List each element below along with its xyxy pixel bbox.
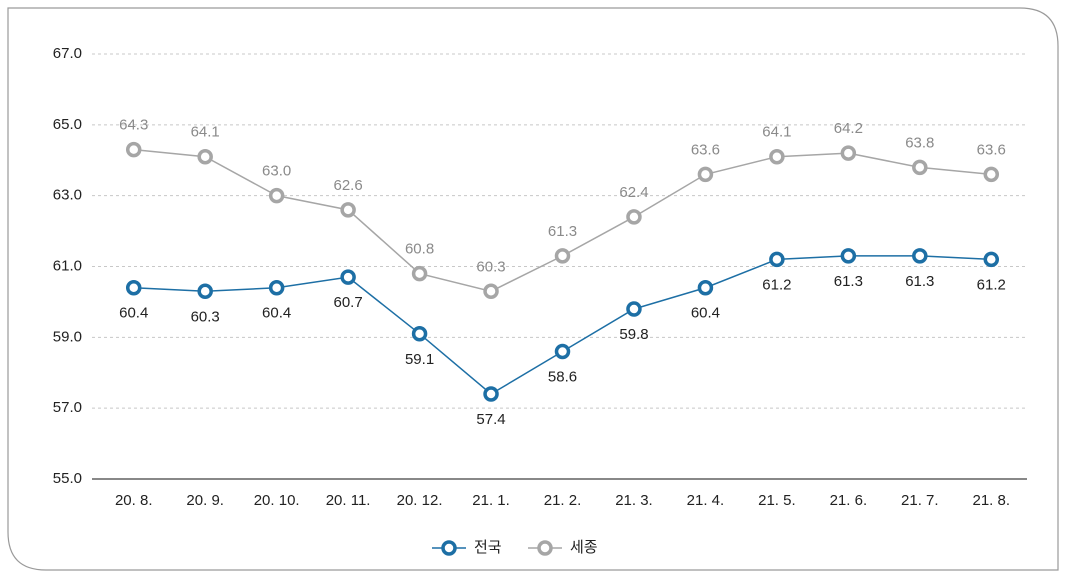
point [626, 209, 642, 225]
data-label: 60.4 [262, 305, 291, 322]
point [626, 301, 642, 317]
x-tick-label: 21. 1. [472, 492, 510, 509]
point [125, 280, 142, 296]
point [697, 166, 714, 183]
x-tick-label: 21. 3. [615, 492, 653, 509]
data-label: 59.1 [405, 351, 434, 368]
data-label: 64.1 [191, 124, 220, 141]
legend-marker [537, 540, 553, 556]
x-tick-label: 20. 11. [326, 492, 371, 509]
point [197, 283, 213, 300]
point [125, 141, 142, 158]
x-tick-label: 21. 6. [830, 492, 868, 509]
point [268, 280, 285, 296]
point [697, 280, 714, 296]
data-label: 63.8 [905, 134, 934, 151]
data-label: 61.3 [834, 273, 863, 290]
x-tick-label: 21. 2. [544, 492, 582, 509]
y-tick-label: 65.0 [53, 116, 82, 133]
data-label: 64.3 [119, 117, 148, 134]
point [554, 343, 571, 360]
point [983, 166, 1000, 183]
x-tick-label: 20. 9. [186, 492, 224, 509]
frame [7, 7, 1059, 571]
data-label: 60.4 [119, 305, 148, 322]
legend-label: 세종 [570, 539, 598, 556]
point [340, 202, 356, 218]
y-tick-label: 55.0 [53, 470, 82, 487]
x-tick-label: 21. 4. [687, 492, 725, 509]
point [554, 248, 571, 264]
data-label: 61.2 [762, 276, 791, 293]
data-label: 60.4 [691, 305, 720, 322]
data-label: 60.3 [191, 308, 220, 325]
point [983, 251, 1000, 268]
data-label: 61.2 [977, 276, 1006, 293]
y-tick-label: 63.0 [53, 187, 82, 204]
point [840, 248, 857, 264]
point [483, 386, 499, 402]
data-label: 63.6 [977, 141, 1006, 158]
data-label: 58.6 [548, 368, 577, 385]
point [483, 283, 499, 300]
data-label: 64.1 [762, 124, 791, 141]
x-tick-label: 20. 8. [115, 492, 153, 509]
x-tick-label: 21. 7. [901, 492, 939, 509]
point [840, 145, 857, 161]
point [769, 251, 785, 268]
data-label: 64.2 [834, 120, 863, 137]
x-tick-label: 21. 5. [758, 492, 796, 509]
point [197, 148, 213, 165]
y-tick-label: 61.0 [53, 257, 82, 274]
point [411, 326, 428, 342]
point [411, 265, 428, 282]
point [340, 269, 356, 285]
legend-marker [441, 540, 457, 556]
x-tick-label: 20. 10. [254, 492, 300, 509]
data-label: 59.8 [619, 326, 648, 343]
data-label: 61.3 [905, 273, 934, 290]
data-label: 63.6 [691, 141, 720, 158]
y-tick-label: 59.0 [53, 328, 82, 345]
x-tick-label: 20. 12. [397, 492, 443, 509]
x-tick-label: 21. 8. [973, 492, 1011, 509]
point [769, 148, 785, 165]
data-label: 60.3 [476, 258, 505, 275]
data-label: 61.3 [548, 223, 577, 240]
point [912, 248, 928, 264]
data-label: 63.0 [262, 163, 291, 180]
data-label: 60.8 [405, 241, 434, 258]
y-tick-label: 57.0 [53, 399, 82, 416]
data-label: 62.6 [334, 177, 363, 194]
point [912, 159, 928, 176]
data-label: 57.4 [476, 411, 505, 428]
point [268, 187, 285, 204]
data-label: 62.4 [619, 184, 648, 201]
legend-label: 전국 [474, 539, 502, 556]
data-label: 60.7 [334, 294, 363, 311]
y-tick-label: 67.0 [53, 45, 82, 62]
